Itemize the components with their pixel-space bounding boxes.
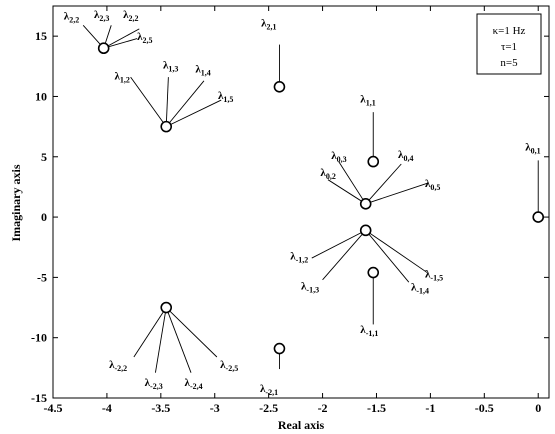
eigenvalue-label: λ0,1: [525, 142, 540, 156]
x-tick-label: 0: [535, 401, 541, 415]
x-tick-label: -0.5: [475, 401, 494, 415]
y-axis-title: Imaginary axis: [9, 164, 23, 241]
leader-line: [165, 307, 218, 358]
data-point: [359, 224, 372, 237]
x-tick-label: -1: [425, 401, 435, 415]
eigenvalue-label: λ2,2: [64, 10, 79, 24]
eigenvalue-label: λ1,3: [163, 60, 178, 74]
leader-line: [311, 229, 366, 259]
eigenvalue-label: λ2,3: [94, 9, 109, 23]
eigenvalue-label: λ-2,2: [109, 359, 127, 373]
eigenvalue-label: λ2,1: [261, 18, 276, 32]
leader-line: [165, 80, 205, 127]
eigenvalue-label: λ2,5: [137, 31, 152, 45]
legend-line-1: κ=1 Hz: [493, 25, 526, 37]
data-point: [273, 342, 286, 355]
eigenvalue-label: λ-2,3: [145, 377, 163, 391]
eigenvalue-label: λ1,4: [195, 63, 210, 77]
leader-line: [365, 163, 402, 205]
x-tick-label: -2: [318, 401, 328, 415]
leader-line: [166, 99, 222, 128]
eigenvalue-label: λ1,1: [360, 93, 375, 107]
x-tick-label: -4.5: [44, 401, 63, 415]
eigenvalue-label: λ-1,3: [301, 280, 319, 294]
y-tick-label: -15: [31, 391, 47, 405]
eigenvalue-label: λ-2,1: [260, 383, 278, 397]
eigenvalue-label: λ-1,5: [425, 268, 443, 282]
legend-box: κ=1 Hz τ=1 n=5: [476, 13, 542, 75]
x-tick-label: -3.5: [151, 401, 170, 415]
eigenvalue-label: λ0,4: [398, 149, 413, 163]
eigenvalue-label: λ0,5: [425, 178, 440, 192]
leader-line: [154, 307, 167, 373]
leader-line: [322, 230, 367, 281]
data-point: [273, 81, 286, 93]
leader-line: [327, 179, 366, 205]
eigenvalue-label: λ-2,4: [185, 377, 203, 391]
eigenvalue-label: λ2,2: [123, 9, 138, 23]
x-tick-label: -3: [210, 401, 220, 415]
leader-line: [103, 28, 140, 49]
annotation-leaders: [82, 24, 539, 373]
plot-frame: [52, 5, 550, 399]
y-tick-label: 0: [41, 210, 47, 224]
eigenvalue-label: λ1,2: [114, 71, 129, 85]
eigenvalue-label: λ0,2: [320, 167, 335, 181]
data-point: [367, 266, 380, 279]
y-tick-label: 15: [35, 29, 47, 43]
legend-line-3: n=5: [500, 57, 518, 69]
x-tick-label: -4: [102, 401, 112, 415]
data-point: [359, 198, 372, 210]
data-point: [160, 301, 173, 314]
leader-line: [165, 77, 169, 127]
y-tick-label: 10: [35, 89, 47, 103]
y-tick-label: -5: [37, 270, 47, 284]
data-points: [97, 42, 545, 355]
data-point: [97, 42, 110, 55]
eigenvalue-label: λ1,5: [218, 90, 233, 104]
leader-line: [365, 182, 428, 205]
data-point: [367, 155, 380, 168]
x-tick-label: -2.5: [259, 401, 278, 415]
y-tick-label: 5: [41, 150, 47, 164]
x-tick-label: -1.5: [367, 401, 386, 415]
leader-line: [365, 230, 410, 283]
x-axis-title: Real axis: [278, 418, 325, 432]
y-tick-label: -10: [31, 331, 47, 345]
leader-line: [365, 229, 428, 273]
leader-line: [133, 307, 167, 358]
eigenvalue-label: λ-1,2: [290, 250, 308, 264]
data-point: [532, 211, 545, 223]
eigenvalue-label: λ0,3: [331, 150, 346, 164]
legend-line-2: τ=1: [501, 41, 517, 53]
data-point: [160, 120, 173, 133]
leader-line: [165, 307, 192, 373]
eigenvalue-label: λ-2,5: [220, 359, 238, 373]
leader-line: [338, 161, 367, 205]
eigenvalue-label: λ-1,4: [411, 282, 429, 296]
annotation-labels: λ2,2 λ2,3 λ2,2 λ2,5 λ1,2 λ1,3 λ1,4 λ1,5 λ2,1 λ1,1…: [64, 9, 541, 397]
axis-ticks: -4.5 -4 -3.5 -3 -2.5 -2 -1.5 -1 -0.5 0 15 10 5 0 -5 -10…: [31, 6, 549, 415]
eigenvalue-label: λ-1,1: [360, 324, 378, 338]
leader-line: [130, 76, 167, 127]
